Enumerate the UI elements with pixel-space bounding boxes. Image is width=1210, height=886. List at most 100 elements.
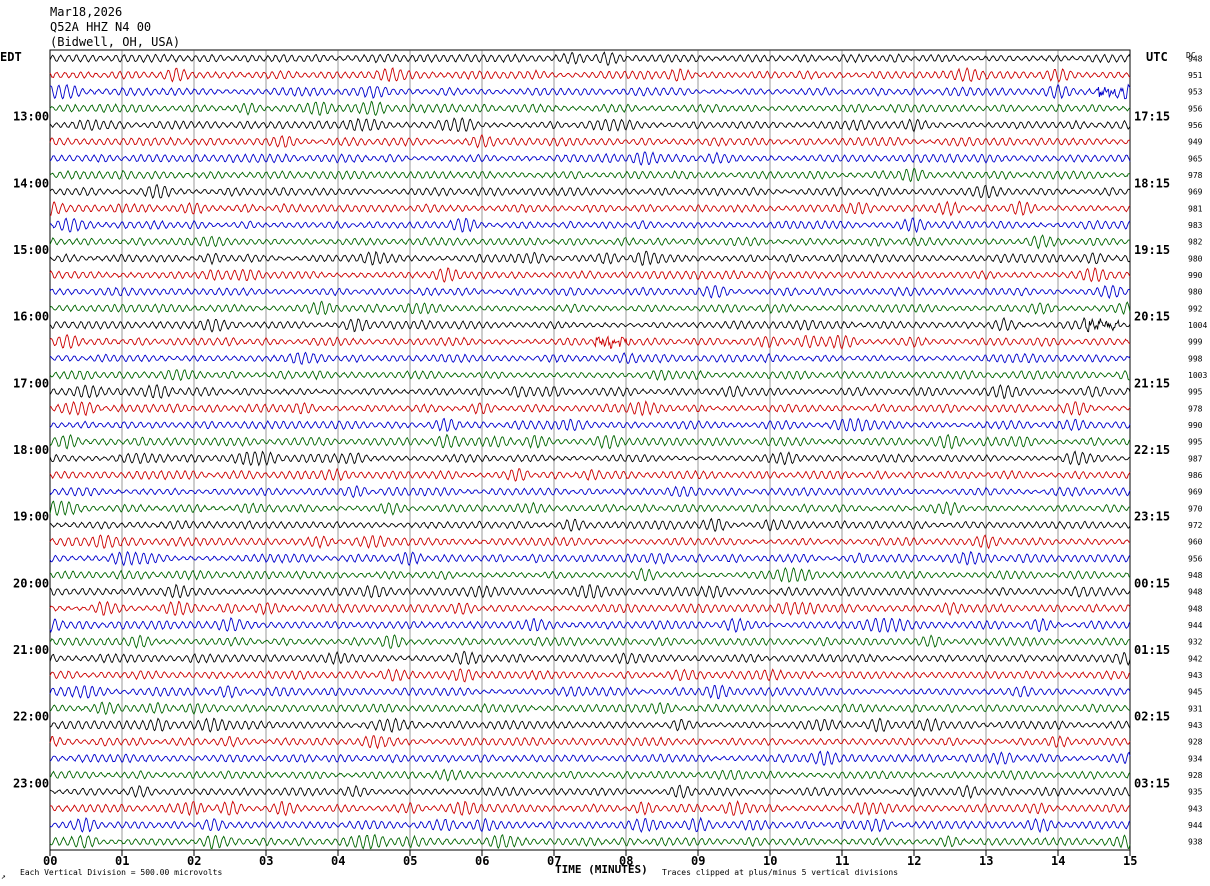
right-hour-labels: 17:15 18:15 19:15 20:15 21:15 22:15 23:15 00:15… bbox=[1134, 110, 1170, 791]
dc-value: 995 bbox=[1188, 438, 1203, 447]
trace-row bbox=[49, 534, 1131, 550]
dc-value: 938 bbox=[1188, 838, 1203, 847]
trace-row bbox=[49, 151, 1131, 166]
trace-row bbox=[49, 717, 1131, 733]
trace-row bbox=[49, 369, 1131, 382]
corner-mark-icon: ↗ bbox=[1, 872, 6, 881]
dc-value: 934 bbox=[1188, 754, 1203, 763]
left-hour-label: 23:00 bbox=[13, 776, 49, 790]
x-tick-label: 10 bbox=[763, 854, 777, 868]
dc-value: 928 bbox=[1188, 771, 1203, 780]
right-hour-label: 18:15 bbox=[1134, 176, 1170, 190]
trace-row bbox=[49, 500, 1131, 517]
trace-row bbox=[49, 650, 1131, 666]
dc-value: 953 bbox=[1188, 88, 1203, 97]
dc-value: 948 bbox=[1188, 571, 1203, 580]
dc-value: 980 bbox=[1188, 288, 1203, 297]
x-tick-label: 04 bbox=[331, 854, 345, 868]
trace-row bbox=[49, 267, 1131, 283]
x-tick-label: 06 bbox=[475, 854, 489, 868]
dc-value: 998 bbox=[1188, 354, 1203, 363]
trace-row bbox=[49, 517, 1131, 533]
left-hour-labels: 13:00 14:00 15:00 16:00 17:00 18:00 19:00 20:00… bbox=[13, 110, 49, 791]
right-hour-label: 02:15 bbox=[1134, 710, 1170, 724]
dc-value: 942 bbox=[1188, 654, 1203, 663]
trace-row bbox=[49, 816, 1131, 834]
left-hour-label: 17:00 bbox=[13, 376, 49, 390]
dc-value: 972 bbox=[1188, 521, 1203, 530]
dc-value: 978 bbox=[1188, 171, 1203, 180]
trace-row bbox=[49, 316, 1131, 333]
dc-value: 969 bbox=[1188, 488, 1203, 497]
plot-grid bbox=[49, 49, 1131, 851]
trace-row bbox=[50, 200, 1131, 217]
trace-row bbox=[49, 583, 1131, 599]
dc-value: 999 bbox=[1188, 338, 1203, 347]
dc-value: 965 bbox=[1188, 154, 1203, 163]
left-hour-label: 20:00 bbox=[13, 576, 49, 590]
dc-value: 1004 bbox=[1188, 321, 1207, 330]
dc-value: 990 bbox=[1188, 421, 1203, 430]
trace-row bbox=[49, 351, 1131, 366]
station-location: (Bidwell, OH, USA) bbox=[50, 35, 180, 49]
dc-value-column: 948 951 953 956 956 949 965 978 969 981 983 982 980 9… bbox=[1188, 54, 1207, 846]
dc-value: 995 bbox=[1188, 388, 1203, 397]
trace-row bbox=[49, 51, 1131, 67]
trace-row bbox=[49, 550, 1131, 567]
left-hour-label: 15:00 bbox=[13, 243, 49, 257]
seismic-traces bbox=[49, 51, 1131, 850]
left-hour-label: 16:00 bbox=[13, 310, 49, 324]
trace-row bbox=[49, 83, 1131, 100]
right-hour-label: 23:15 bbox=[1134, 510, 1170, 524]
dc-value: 949 bbox=[1188, 138, 1203, 147]
plot-frame bbox=[49, 49, 1131, 851]
right-hour-label: 22:15 bbox=[1134, 443, 1170, 457]
trace-row bbox=[49, 133, 1131, 149]
dc-value: 982 bbox=[1188, 238, 1203, 247]
x-tick-label: 15 bbox=[1123, 854, 1137, 868]
x-tick-label: 02 bbox=[187, 854, 201, 868]
x-axis-ticks: 00 01 02 03 04 05 06 07 08 09 10 11 12 13 14 15 bbox=[43, 850, 1137, 868]
dc-value: 960 bbox=[1188, 538, 1203, 547]
trace-row bbox=[49, 750, 1131, 767]
dc-value: 956 bbox=[1188, 121, 1203, 130]
dc-value: 956 bbox=[1188, 104, 1203, 113]
trace-row bbox=[49, 100, 1131, 117]
trace-row bbox=[49, 300, 1131, 316]
x-tick-label: 00 bbox=[43, 854, 57, 868]
right-timezone-label: UTC bbox=[1146, 50, 1168, 64]
trace-row bbox=[49, 467, 1131, 482]
trace-row bbox=[49, 167, 1131, 183]
dc-value: 990 bbox=[1188, 271, 1203, 280]
record-date: Mar18,2026 bbox=[50, 5, 122, 19]
x-axis-title: TIME (MINUTES) bbox=[555, 863, 648, 876]
dc-value: 931 bbox=[1188, 704, 1203, 713]
dc-value: 992 bbox=[1188, 304, 1203, 313]
trace-row bbox=[49, 433, 1131, 450]
dc-value: 943 bbox=[1188, 671, 1203, 680]
x-tick-label: 03 bbox=[259, 854, 273, 868]
x-tick-label: 08 bbox=[619, 854, 633, 868]
trace-row bbox=[49, 768, 1131, 782]
dc-value: 951 bbox=[1188, 71, 1203, 80]
trace-row bbox=[49, 400, 1131, 417]
trace-row bbox=[49, 567, 1131, 583]
dc-value: 944 bbox=[1188, 821, 1203, 830]
dc-value: 956 bbox=[1188, 554, 1203, 563]
trace-row bbox=[49, 183, 1131, 199]
trace-row bbox=[49, 634, 1131, 649]
dc-value: 943 bbox=[1188, 721, 1203, 730]
trace-row bbox=[49, 617, 1131, 634]
dc-value: 928 bbox=[1188, 738, 1203, 747]
clip-note: Traces clipped at plus/minus 5 vertical … bbox=[662, 868, 898, 877]
left-timezone-label: EDT bbox=[0, 50, 22, 64]
dc-value: 948 bbox=[1188, 588, 1203, 597]
trace-row bbox=[49, 784, 1131, 799]
dc-value: 944 bbox=[1188, 621, 1203, 630]
x-tick-label: 12 bbox=[907, 854, 921, 868]
trace-row bbox=[49, 833, 1131, 850]
dc-value: 980 bbox=[1188, 254, 1203, 263]
left-hour-label: 19:00 bbox=[13, 510, 49, 524]
left-hour-label: 14:00 bbox=[13, 176, 49, 190]
dc-column-header: DC bbox=[1186, 51, 1196, 60]
